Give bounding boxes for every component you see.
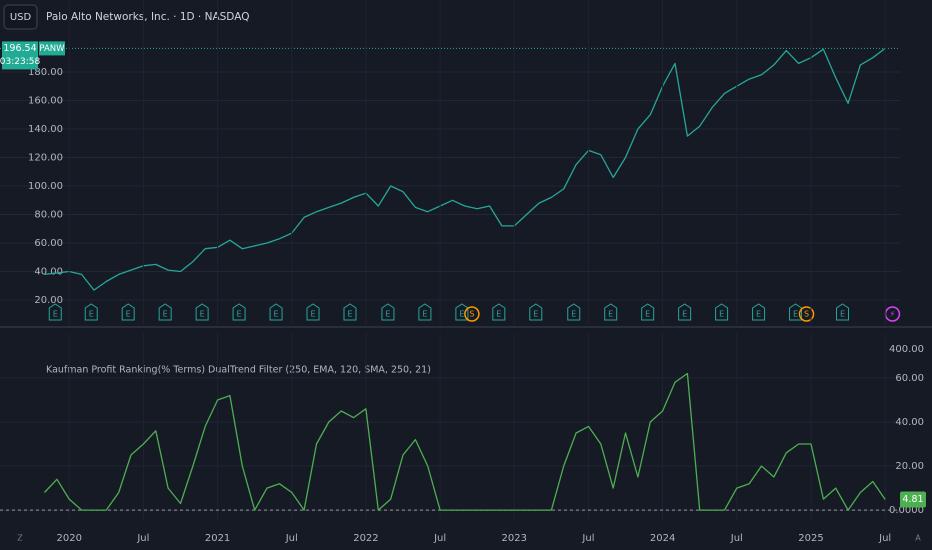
event-icon <box>752 303 766 321</box>
event-icon <box>715 303 729 321</box>
indicator-title: Kaufman Profit Ranking(% Terms) DualTren… <box>46 365 431 376</box>
event-label: E <box>274 310 279 319</box>
event-icon <box>84 303 98 321</box>
event-label: E <box>459 310 464 319</box>
event-label: E <box>53 310 58 319</box>
y-tick-label: 120.00 <box>28 153 63 164</box>
chart-title: Palo Alto Networks, Inc. · 1D · NASDAQ <box>46 11 249 23</box>
event-label: E <box>533 310 538 319</box>
y-tick-label: 40.00 <box>34 267 63 278</box>
y-tick-label: 180.00 <box>28 67 63 78</box>
event-icon <box>343 303 357 321</box>
y-tick-label: 0.0000 <box>889 505 924 516</box>
y-tick-label: 100.00 <box>28 181 63 192</box>
event-icon <box>158 303 172 321</box>
event-icon <box>121 303 135 321</box>
x-tick-label: 2022 <box>353 533 378 544</box>
control[interactable]: A <box>915 534 921 543</box>
event-label: E <box>385 310 390 319</box>
y-tick-label: 20.00 <box>34 295 63 306</box>
event-icon <box>492 303 506 321</box>
event-icon <box>464 306 480 322</box>
x-tick-label: Jul <box>878 533 891 544</box>
event-label: E <box>608 310 613 319</box>
x-tick-label: Jul <box>136 533 149 544</box>
x-tick-label: 2023 <box>502 533 527 544</box>
event-icon <box>232 303 246 321</box>
event-icon <box>641 303 655 321</box>
y-tick-label: 40.00 <box>895 417 924 428</box>
event-icon <box>604 303 618 321</box>
event-icon <box>418 303 432 321</box>
event-icon <box>48 303 62 321</box>
event-icon <box>195 303 209 321</box>
price-label-box <box>2 41 38 70</box>
y-tick-label: 140.00 <box>28 124 63 135</box>
x-tick-label: 2025 <box>798 533 823 544</box>
event-label: E <box>310 310 315 319</box>
event-icon <box>567 303 581 321</box>
series-line <box>44 47 886 291</box>
x-tick-label: Jul <box>433 533 446 544</box>
event-icon <box>381 303 395 321</box>
event-label: E <box>793 310 798 319</box>
y-tick-label: 60.00 <box>34 238 63 249</box>
y-tick-label: 20.00 <box>895 461 924 472</box>
event-icon <box>306 303 320 321</box>
currency[interactable]: USD <box>10 12 32 23</box>
last-value: 4.81 <box>902 494 923 505</box>
event-label: E <box>756 310 761 319</box>
event-label: S <box>469 310 474 319</box>
symbol-box <box>39 41 65 56</box>
x-tick-label: Jul <box>581 533 594 544</box>
event-label: E <box>571 310 576 319</box>
y-tick-label: 160.00 <box>28 95 63 106</box>
countdown: 03:23:58 <box>0 57 40 67</box>
event-icon <box>798 306 815 322</box>
event-label: E <box>200 310 205 319</box>
event-icon <box>789 303 803 321</box>
series-line <box>44 372 886 511</box>
event-label: E <box>126 310 131 319</box>
event-label: E <box>719 310 724 319</box>
event-label: E <box>682 310 687 319</box>
event-label: S <box>804 310 809 319</box>
y-tick-label: 80.00 <box>34 210 63 221</box>
event-label: E <box>422 310 427 319</box>
control[interactable]: Z <box>17 534 23 543</box>
event-icon <box>269 303 283 321</box>
x-tick-label: 2021 <box>205 533 230 544</box>
event-label: E <box>163 310 168 319</box>
last-value-box <box>900 491 926 508</box>
event-label: E <box>645 310 650 319</box>
x-tick-label: Jul <box>285 533 298 544</box>
x-tick-label: 2020 <box>57 533 82 544</box>
event-label: ⚡ <box>890 310 896 319</box>
scale-label: 400.00 <box>889 344 924 355</box>
event-label: E <box>89 310 94 319</box>
event-icon <box>836 303 850 321</box>
event-icon <box>678 303 692 321</box>
x-tick-label: 2024 <box>650 533 675 544</box>
event-label: E <box>840 310 845 319</box>
currency-button[interactable] <box>3 4 38 30</box>
event-icon <box>455 303 469 321</box>
y-tick-label: 60.00 <box>895 373 924 384</box>
last-price: 196.54 <box>3 43 36 54</box>
event-label: E <box>347 310 352 319</box>
symbol: PANW <box>39 44 65 54</box>
event-icon <box>529 303 543 321</box>
event-label: E <box>496 310 501 319</box>
event-label: E <box>237 310 242 319</box>
x-tick-label: Jul <box>730 533 743 544</box>
